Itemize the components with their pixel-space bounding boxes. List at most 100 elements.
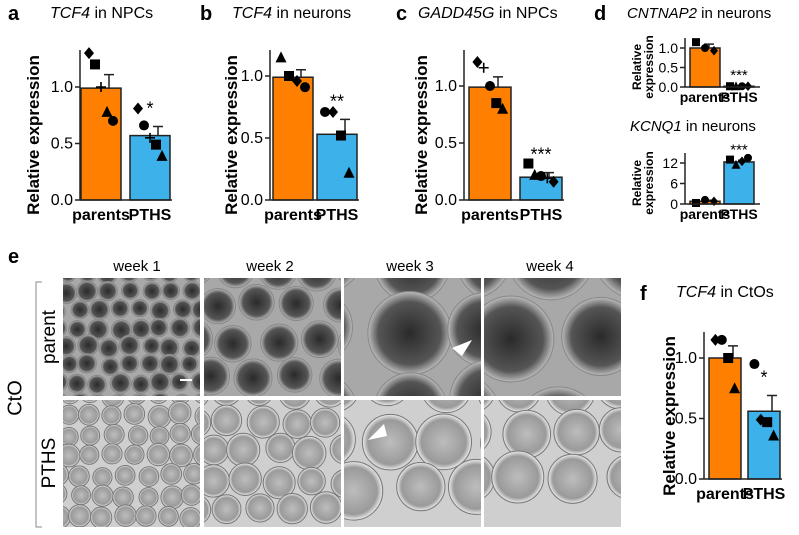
chart-a: parents * PTHS 0.0 0.5 1.0 [51, 47, 172, 224]
organoid [138, 487, 159, 508]
bar-parents [272, 76, 314, 201]
x-tick-label-parents: parents [680, 89, 731, 105]
organoid [204, 288, 237, 325]
organoid [168, 400, 192, 425]
organoid [204, 394, 207, 396]
organoid [148, 317, 169, 338]
organoid [90, 506, 113, 527]
organoid [149, 300, 171, 321]
title-rest: in NPCs [494, 5, 558, 22]
organoid [169, 443, 193, 468]
diamond-marker [472, 56, 483, 69]
organoid [120, 278, 138, 283]
title-rest: in neurons [272, 5, 352, 22]
triangle-marker [731, 159, 741, 169]
diamond-marker [84, 47, 94, 60]
organoid [323, 287, 341, 323]
x-tick-label-parents: parents [264, 207, 322, 224]
organoid [150, 400, 167, 404]
micrograph-pths-week-1 [63, 400, 200, 527]
bar-pths [129, 134, 171, 201]
organoid [114, 504, 137, 527]
organoid [367, 290, 452, 376]
square-marker [692, 198, 700, 207]
organoid [598, 407, 621, 453]
organoid [344, 382, 355, 396]
micrograph-parent-week-2 [204, 278, 341, 396]
chart-f: parents * PTHS 0.0 0.5 1.0 [675, 332, 786, 503]
y-tick-label: 0.5 [675, 411, 697, 428]
organoid [63, 393, 67, 396]
organoid [300, 320, 339, 359]
x-tick-label-pths: PTHS [720, 206, 757, 222]
diamond-marker [744, 81, 752, 92]
y-tick-label: 0.0 [659, 79, 679, 95]
significance-marker: ** [330, 91, 344, 111]
organoid [204, 496, 212, 523]
organoid [120, 281, 140, 300]
organoid [182, 338, 200, 358]
organoid [396, 462, 446, 512]
chart-title-c: GADD45G in NPCs [418, 5, 558, 23]
organoid [70, 300, 90, 320]
organoid [88, 298, 110, 321]
panel-label-e: e [8, 246, 20, 268]
organoid [245, 493, 275, 523]
diamond-marker [710, 45, 718, 56]
circle-marker [738, 82, 746, 91]
x-tick-label-parents: parents [72, 207, 130, 224]
organoid [484, 295, 555, 383]
title-rest: in CtOs [716, 284, 774, 301]
organoid [484, 382, 496, 396]
x-tick-label-pths: PTHS [743, 486, 786, 503]
y-tick-label: 0.0 [675, 471, 697, 488]
title-rest: in neurons [697, 5, 772, 22]
bar-parents [80, 87, 122, 201]
organoid [512, 278, 590, 301]
organoid [79, 444, 100, 465]
chart-c: parents *** PTHS 0.0 0.5 1.0 [435, 50, 564, 224]
organoid [210, 404, 243, 437]
organoid [82, 400, 98, 404]
organoid [118, 334, 140, 356]
y-axis-label-d1: Relative expression [630, 34, 656, 99]
organoid [547, 453, 598, 504]
significance-marker: * [146, 99, 153, 119]
organoid [447, 458, 481, 515]
organoid [80, 425, 101, 446]
organoid [97, 281, 118, 302]
organoid [72, 392, 88, 396]
organoid [190, 423, 200, 445]
y-tick-label: 1.0 [51, 79, 73, 96]
error-bar [767, 394, 777, 412]
circle-marker [320, 106, 330, 117]
organoid [502, 409, 552, 459]
panel-label-a: a [8, 3, 20, 25]
organoid [149, 426, 170, 446]
organoid [68, 504, 92, 527]
organoid [161, 278, 178, 284]
y-tick-label: 1.0 [435, 78, 457, 95]
organoid [491, 450, 545, 504]
organoid [309, 491, 341, 524]
column-week-1: week 1 [113, 258, 161, 275]
error-bar [296, 69, 306, 78]
column-week-4: week 4 [526, 258, 574, 275]
organoid [124, 444, 145, 465]
organoid [193, 444, 200, 466]
organoid [101, 443, 123, 465]
triangle-marker [497, 102, 509, 114]
organoid [63, 443, 81, 468]
y-axis-label-c: Relative expression [412, 55, 431, 215]
organoid [204, 356, 231, 396]
organoid [329, 434, 341, 464]
x-tick-label-pths: PTHS [129, 207, 172, 224]
organoid [211, 494, 242, 525]
organoid [191, 316, 200, 339]
x-tick-label-parents: parents [461, 207, 519, 224]
triangle-marker [343, 166, 355, 178]
plus-marker [478, 62, 489, 73]
organoid [460, 278, 481, 298]
organoid [112, 393, 127, 396]
